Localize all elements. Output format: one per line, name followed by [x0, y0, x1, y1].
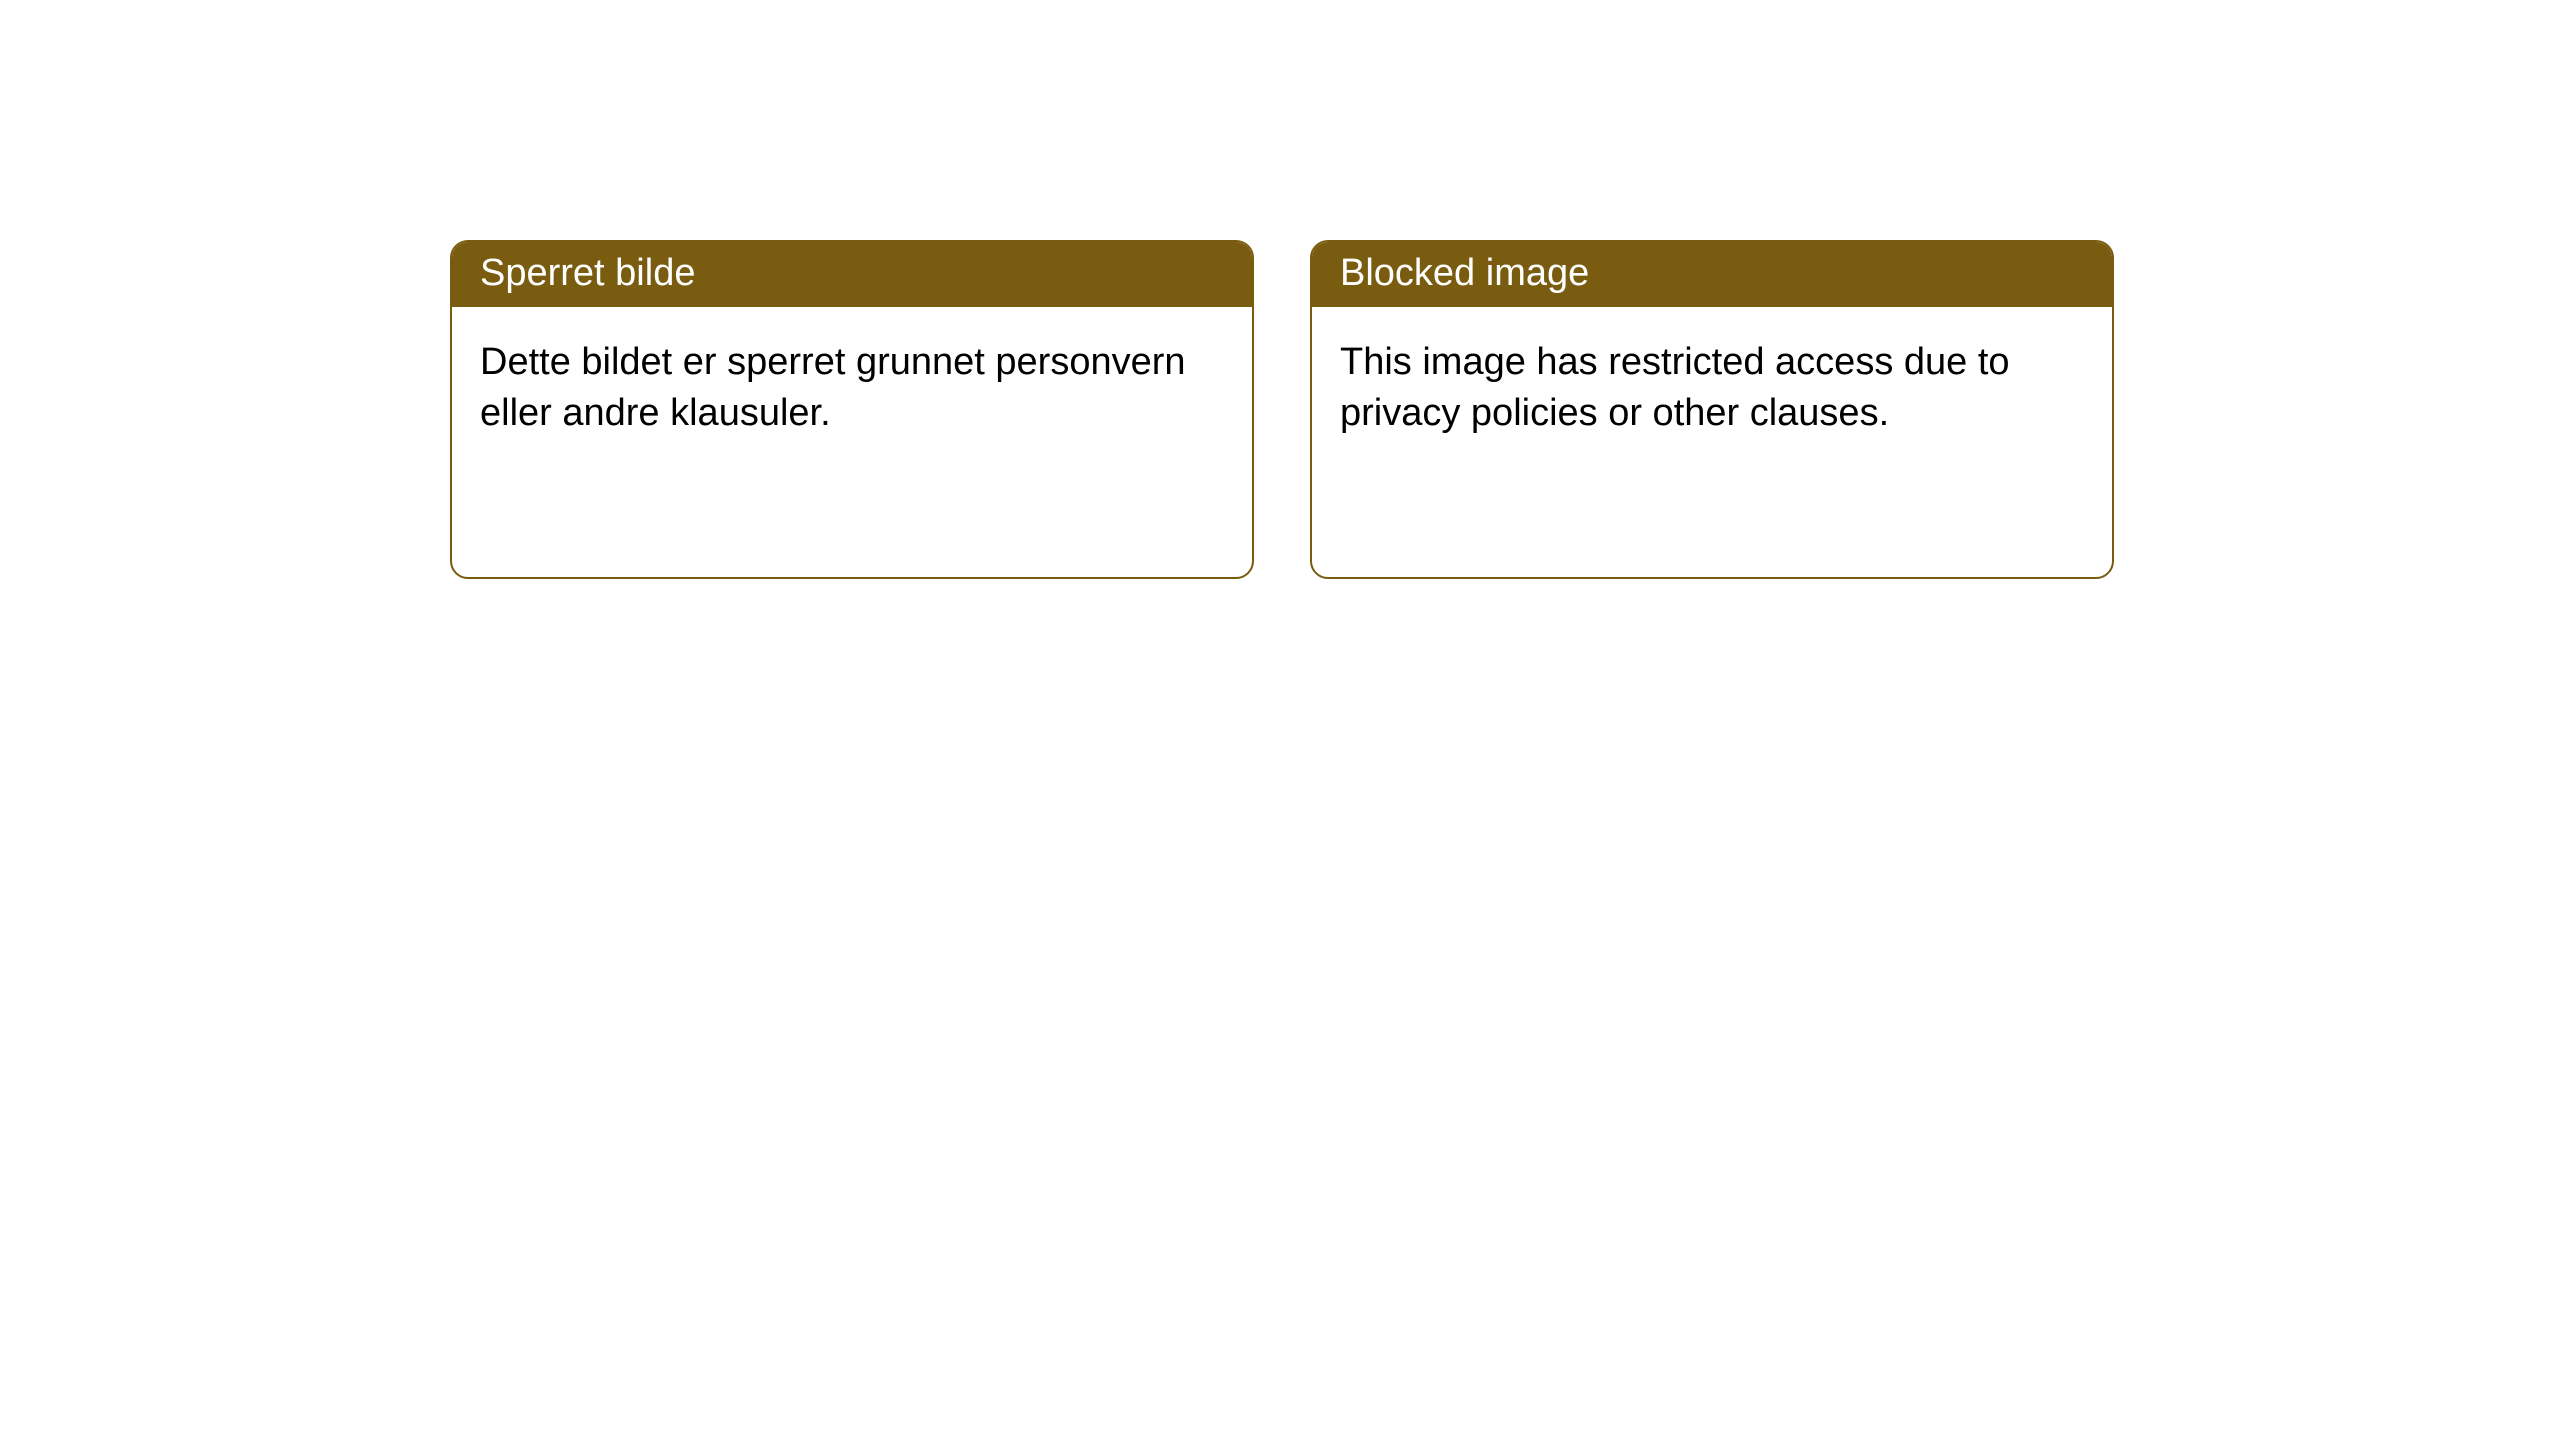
notice-container: Sperret bilde Dette bildet er sperret gr…	[450, 240, 2114, 579]
notice-title: Blocked image	[1312, 242, 2112, 307]
notice-body: Dette bildet er sperret grunnet personve…	[452, 307, 1252, 577]
notice-body: This image has restricted access due to …	[1312, 307, 2112, 577]
notice-card-norwegian: Sperret bilde Dette bildet er sperret gr…	[450, 240, 1254, 579]
notice-card-english: Blocked image This image has restricted …	[1310, 240, 2114, 579]
notice-title: Sperret bilde	[452, 242, 1252, 307]
